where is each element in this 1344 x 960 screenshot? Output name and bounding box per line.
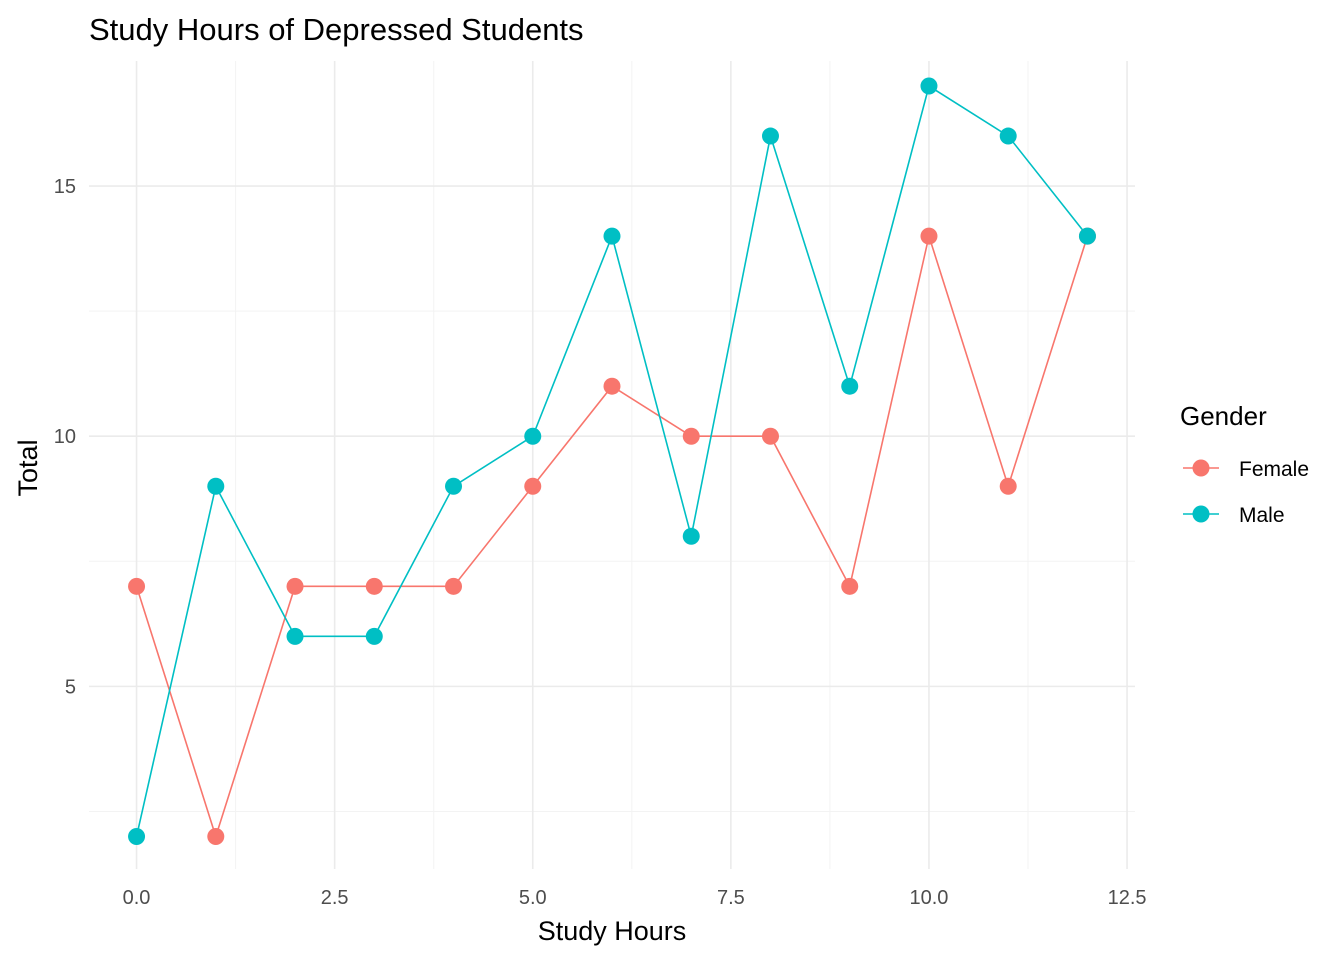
- data-point-male: [524, 427, 542, 445]
- legend-item-female: Female: [1183, 458, 1309, 481]
- x-axis-title: Study Hours: [538, 916, 687, 946]
- data-point-female: [365, 577, 383, 595]
- legend-title: Gender: [1180, 401, 1267, 431]
- legend-label: Male: [1239, 504, 1285, 527]
- x-axis-ticks: 0.0 2.5 5.0 7.5 10.0 12.5: [123, 887, 1147, 909]
- x-tick-label: 2.5: [321, 887, 349, 909]
- grid: [89, 61, 1135, 869]
- x-tick-label: 7.5: [717, 887, 745, 909]
- data-point-female: [920, 227, 938, 245]
- y-axis-ticks: 5 10 15: [54, 176, 76, 698]
- data-point-male: [603, 227, 621, 245]
- data-point-female: [286, 577, 304, 595]
- data-point-male: [128, 827, 146, 845]
- data-point-male: [999, 127, 1017, 145]
- y-tick-label: 10: [54, 426, 76, 448]
- data-point-male: [682, 527, 700, 545]
- data-point-female: [761, 427, 779, 445]
- data-point-male: [207, 477, 225, 495]
- legend-key-point: [1192, 459, 1210, 477]
- legend-key-point: [1192, 505, 1210, 523]
- chart-title: Study Hours of Depressed Students: [89, 12, 584, 47]
- x-tick-label: 0.0: [123, 887, 151, 909]
- series-line-female: [135, 233, 1089, 840]
- y-tick-label: 5: [65, 676, 76, 698]
- y-axis-title: Total: [13, 439, 43, 496]
- data-point-female: [603, 377, 621, 395]
- legend: Gender Female Male: [1180, 401, 1309, 527]
- data-point-female: [207, 827, 225, 845]
- data-point-female: [524, 477, 542, 495]
- x-tick-label: 12.5: [1108, 887, 1147, 909]
- data-point-male: [286, 627, 304, 645]
- data-point-female: [682, 427, 700, 445]
- x-tick-label: 5.0: [519, 887, 547, 909]
- legend-label: Female: [1239, 458, 1309, 481]
- data-point-male: [920, 77, 938, 95]
- data-point-female: [445, 577, 463, 595]
- data-point-female: [841, 577, 859, 595]
- data-point-female: [128, 577, 146, 595]
- data-point-male: [1078, 227, 1096, 245]
- legend-item-male: Male: [1183, 504, 1285, 527]
- data-point-male: [841, 377, 859, 395]
- y-tick-label: 15: [54, 176, 76, 198]
- series-layer: [128, 77, 1096, 845]
- data-point-female: [999, 477, 1017, 495]
- series-line-male: [135, 84, 1089, 837]
- x-tick-label: 10.0: [910, 887, 949, 909]
- data-point-male: [365, 627, 383, 645]
- data-point-male: [445, 477, 463, 495]
- data-point-male: [761, 127, 779, 145]
